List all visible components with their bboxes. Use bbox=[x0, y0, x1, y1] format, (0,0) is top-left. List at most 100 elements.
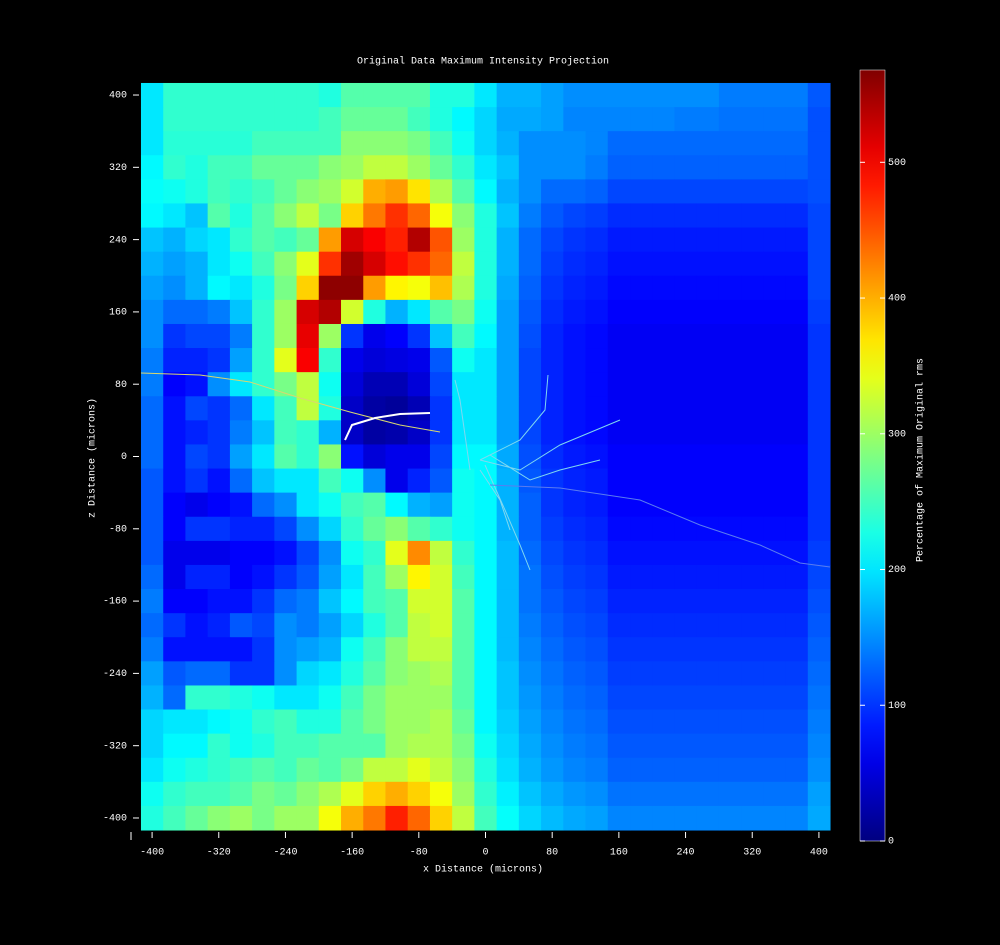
heatmap-cell bbox=[607, 564, 631, 590]
heatmap-cell bbox=[763, 564, 787, 590]
heatmap-cell bbox=[207, 275, 231, 301]
heatmap-cell bbox=[140, 227, 164, 253]
heatmap-cell bbox=[585, 492, 609, 518]
heatmap-cell bbox=[385, 372, 409, 397]
heatmap-cell bbox=[252, 613, 275, 638]
heatmap-cell bbox=[207, 540, 231, 566]
heatmap-cell bbox=[518, 613, 542, 638]
heatmap-cell bbox=[563, 757, 587, 783]
heatmap-cell bbox=[341, 131, 364, 156]
heatmap-cell bbox=[585, 82, 609, 108]
heatmap-cell bbox=[229, 709, 253, 735]
heatmap-cell bbox=[652, 155, 675, 180]
heatmap-cell bbox=[385, 444, 409, 470]
heatmap-cell bbox=[785, 372, 809, 397]
heatmap-cell bbox=[630, 516, 653, 542]
heatmap-cell bbox=[763, 444, 787, 470]
heatmap-cell bbox=[474, 492, 498, 518]
heatmap-cell bbox=[140, 661, 164, 686]
heatmap-cell bbox=[541, 227, 564, 253]
heatmap-cell bbox=[229, 468, 253, 494]
heatmap-cell bbox=[385, 131, 409, 156]
heatmap-cell bbox=[563, 492, 587, 518]
heatmap-cell bbox=[718, 661, 742, 686]
colorbar bbox=[859, 69, 886, 842]
heatmap-cell bbox=[741, 540, 764, 566]
heatmap-cell bbox=[429, 516, 453, 542]
heatmap-cell bbox=[518, 179, 542, 204]
heatmap-cell bbox=[630, 251, 653, 277]
heatmap-cell bbox=[496, 155, 520, 180]
heatmap-cell bbox=[718, 492, 742, 518]
heatmap-cell bbox=[207, 564, 231, 590]
heatmap-cell bbox=[229, 323, 253, 349]
heatmap-cell bbox=[807, 251, 831, 277]
heatmap-cell bbox=[696, 251, 720, 277]
heatmap-cell bbox=[296, 251, 320, 277]
x-tick-label: 160 bbox=[610, 848, 628, 859]
heatmap-cell bbox=[630, 733, 653, 759]
heatmap-cell bbox=[229, 227, 253, 253]
heatmap-cell bbox=[652, 661, 675, 686]
heatmap-cell bbox=[652, 516, 675, 542]
heatmap-cell bbox=[452, 564, 475, 590]
heatmap-cell bbox=[163, 540, 186, 566]
heatmap-cell bbox=[785, 781, 809, 807]
heatmap-cell bbox=[474, 107, 498, 132]
heatmap-cell bbox=[718, 637, 742, 662]
heatmap-cell bbox=[696, 179, 720, 204]
heatmap-cell bbox=[496, 564, 520, 590]
heatmap-cell bbox=[518, 589, 542, 614]
heatmap-cell bbox=[207, 805, 231, 831]
heatmap-cell bbox=[674, 516, 698, 542]
heatmap-cell bbox=[185, 107, 209, 132]
heatmap-cell bbox=[741, 468, 764, 494]
heatmap-cell bbox=[807, 203, 831, 229]
x-tick-label: 80 bbox=[546, 848, 558, 859]
heatmap-cell bbox=[652, 444, 675, 470]
neuron-trace bbox=[454, 374, 621, 571]
heatmap-cell bbox=[541, 709, 564, 735]
heatmap-cell bbox=[474, 637, 498, 662]
heatmap-cell bbox=[452, 131, 475, 156]
heatmap-cell bbox=[140, 396, 164, 421]
heatmap-cell bbox=[185, 757, 209, 783]
heatmap-cell bbox=[785, 757, 809, 783]
heatmap-cell bbox=[274, 733, 298, 759]
heatmap-cell bbox=[807, 299, 831, 325]
heatmap-cell bbox=[696, 661, 720, 686]
heatmap-cell bbox=[229, 107, 253, 132]
heatmap-cell bbox=[696, 613, 720, 638]
heatmap-cell bbox=[296, 179, 320, 204]
heatmap-cell bbox=[541, 589, 564, 614]
heatmap-cell bbox=[607, 685, 631, 711]
heatmap-cell bbox=[363, 131, 387, 156]
heatmap-cell bbox=[296, 299, 320, 325]
heatmap-cell bbox=[696, 637, 720, 662]
heatmap-cell bbox=[341, 589, 364, 614]
heatmap-cell bbox=[741, 203, 764, 229]
heatmap-cell bbox=[785, 661, 809, 686]
heatmap-cell bbox=[630, 661, 653, 686]
heatmap-cell bbox=[341, 107, 364, 132]
heatmap-cell bbox=[296, 323, 320, 349]
heatmap-cell bbox=[363, 82, 387, 108]
y-tick-label: 0 bbox=[121, 452, 127, 463]
heatmap-cell bbox=[318, 516, 342, 542]
heatmap-cell bbox=[163, 275, 186, 301]
heatmap-cell bbox=[630, 492, 653, 518]
heatmap-cell bbox=[518, 275, 542, 301]
heatmap-cell bbox=[429, 564, 453, 590]
heatmap-cell bbox=[518, 107, 542, 132]
heatmap-cell bbox=[630, 613, 653, 638]
heatmap-cell bbox=[807, 227, 831, 253]
heatmap-cell bbox=[207, 299, 231, 325]
heatmap-cell bbox=[541, 564, 564, 590]
heatmap-cell bbox=[452, 203, 475, 229]
heatmap-cell bbox=[718, 131, 742, 156]
heatmap-cell bbox=[252, 251, 275, 277]
heatmap-cell bbox=[274, 203, 298, 229]
heatmap-cell bbox=[630, 227, 653, 253]
heatmap-cell bbox=[696, 492, 720, 518]
heatmap-cell bbox=[741, 685, 764, 711]
